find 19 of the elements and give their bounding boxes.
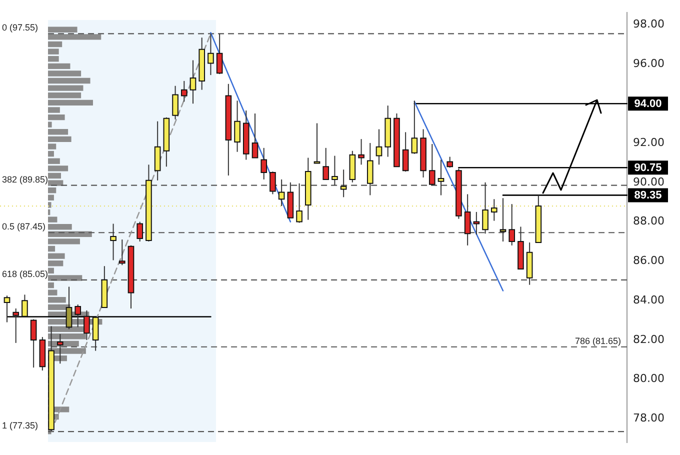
y-tick-label: 80.00	[633, 372, 664, 386]
y-tick-label: 90.00	[633, 175, 664, 188]
ref-line-label: 618 (85.05)	[2, 268, 48, 279]
y-tick-label: 98.00	[633, 18, 664, 31]
series-label: 90.75	[634, 162, 662, 174]
ref-line-label: 786 (81.65)	[574, 336, 622, 346]
series-label: 94.00	[634, 98, 662, 110]
ref-line-label: 382 (89.85)	[2, 174, 48, 184]
y-tick-label: 78.00	[633, 412, 664, 425]
y-tick-label: 92.00	[633, 136, 664, 149]
ref-line-label: 0 (97.55)	[2, 22, 38, 33]
y-tick-label: 84.00	[633, 293, 664, 306]
ref-line-label: 0.5 (87.45)	[2, 222, 46, 232]
y-tick-label: 96.00	[633, 57, 664, 70]
series-label: 89.35	[634, 190, 662, 202]
ref-line-label: 1 (77.35)	[2, 420, 38, 431]
y-tick-label: 86.00	[633, 254, 664, 268]
y-tick-label: 88.00	[633, 214, 664, 228]
y-tick-label: 82.00	[633, 332, 664, 346]
